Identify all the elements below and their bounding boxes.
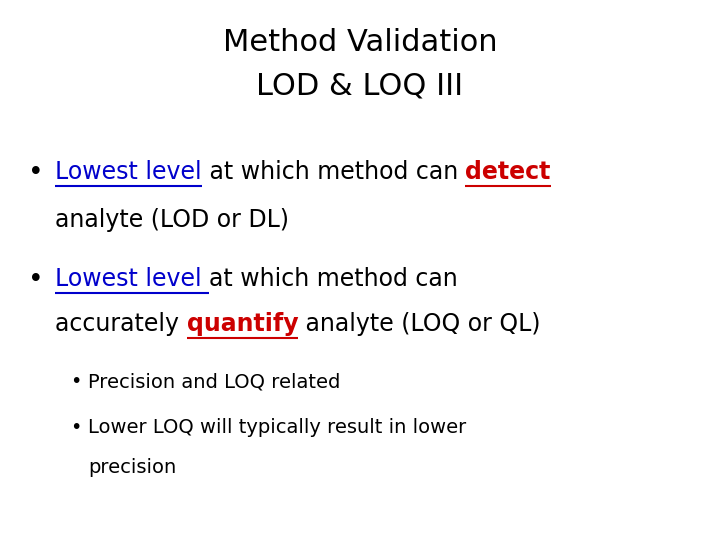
Text: accurately: accurately (55, 312, 186, 336)
Text: analyte (LOQ or QL): analyte (LOQ or QL) (298, 312, 541, 336)
Text: analyte (LOD or DL): analyte (LOD or DL) (55, 208, 289, 232)
Text: at which method can: at which method can (209, 267, 458, 291)
Text: at which method can: at which method can (202, 160, 465, 184)
Text: detect: detect (465, 160, 551, 184)
Text: precision: precision (88, 458, 176, 477)
Text: Precision and LOQ related: Precision and LOQ related (88, 372, 341, 391)
Text: Method Validation: Method Validation (222, 28, 498, 57)
Text: Lowest level: Lowest level (55, 160, 202, 184)
Text: •: • (70, 418, 81, 437)
Text: •: • (70, 372, 81, 391)
Text: •: • (28, 160, 44, 186)
Text: •: • (28, 267, 44, 293)
Text: LOD & LOQ III: LOD & LOQ III (256, 72, 464, 101)
Text: Lower LOQ will typically result in lower: Lower LOQ will typically result in lower (88, 418, 467, 437)
Text: Lowest level: Lowest level (55, 267, 209, 291)
Text: quantify: quantify (186, 312, 298, 336)
